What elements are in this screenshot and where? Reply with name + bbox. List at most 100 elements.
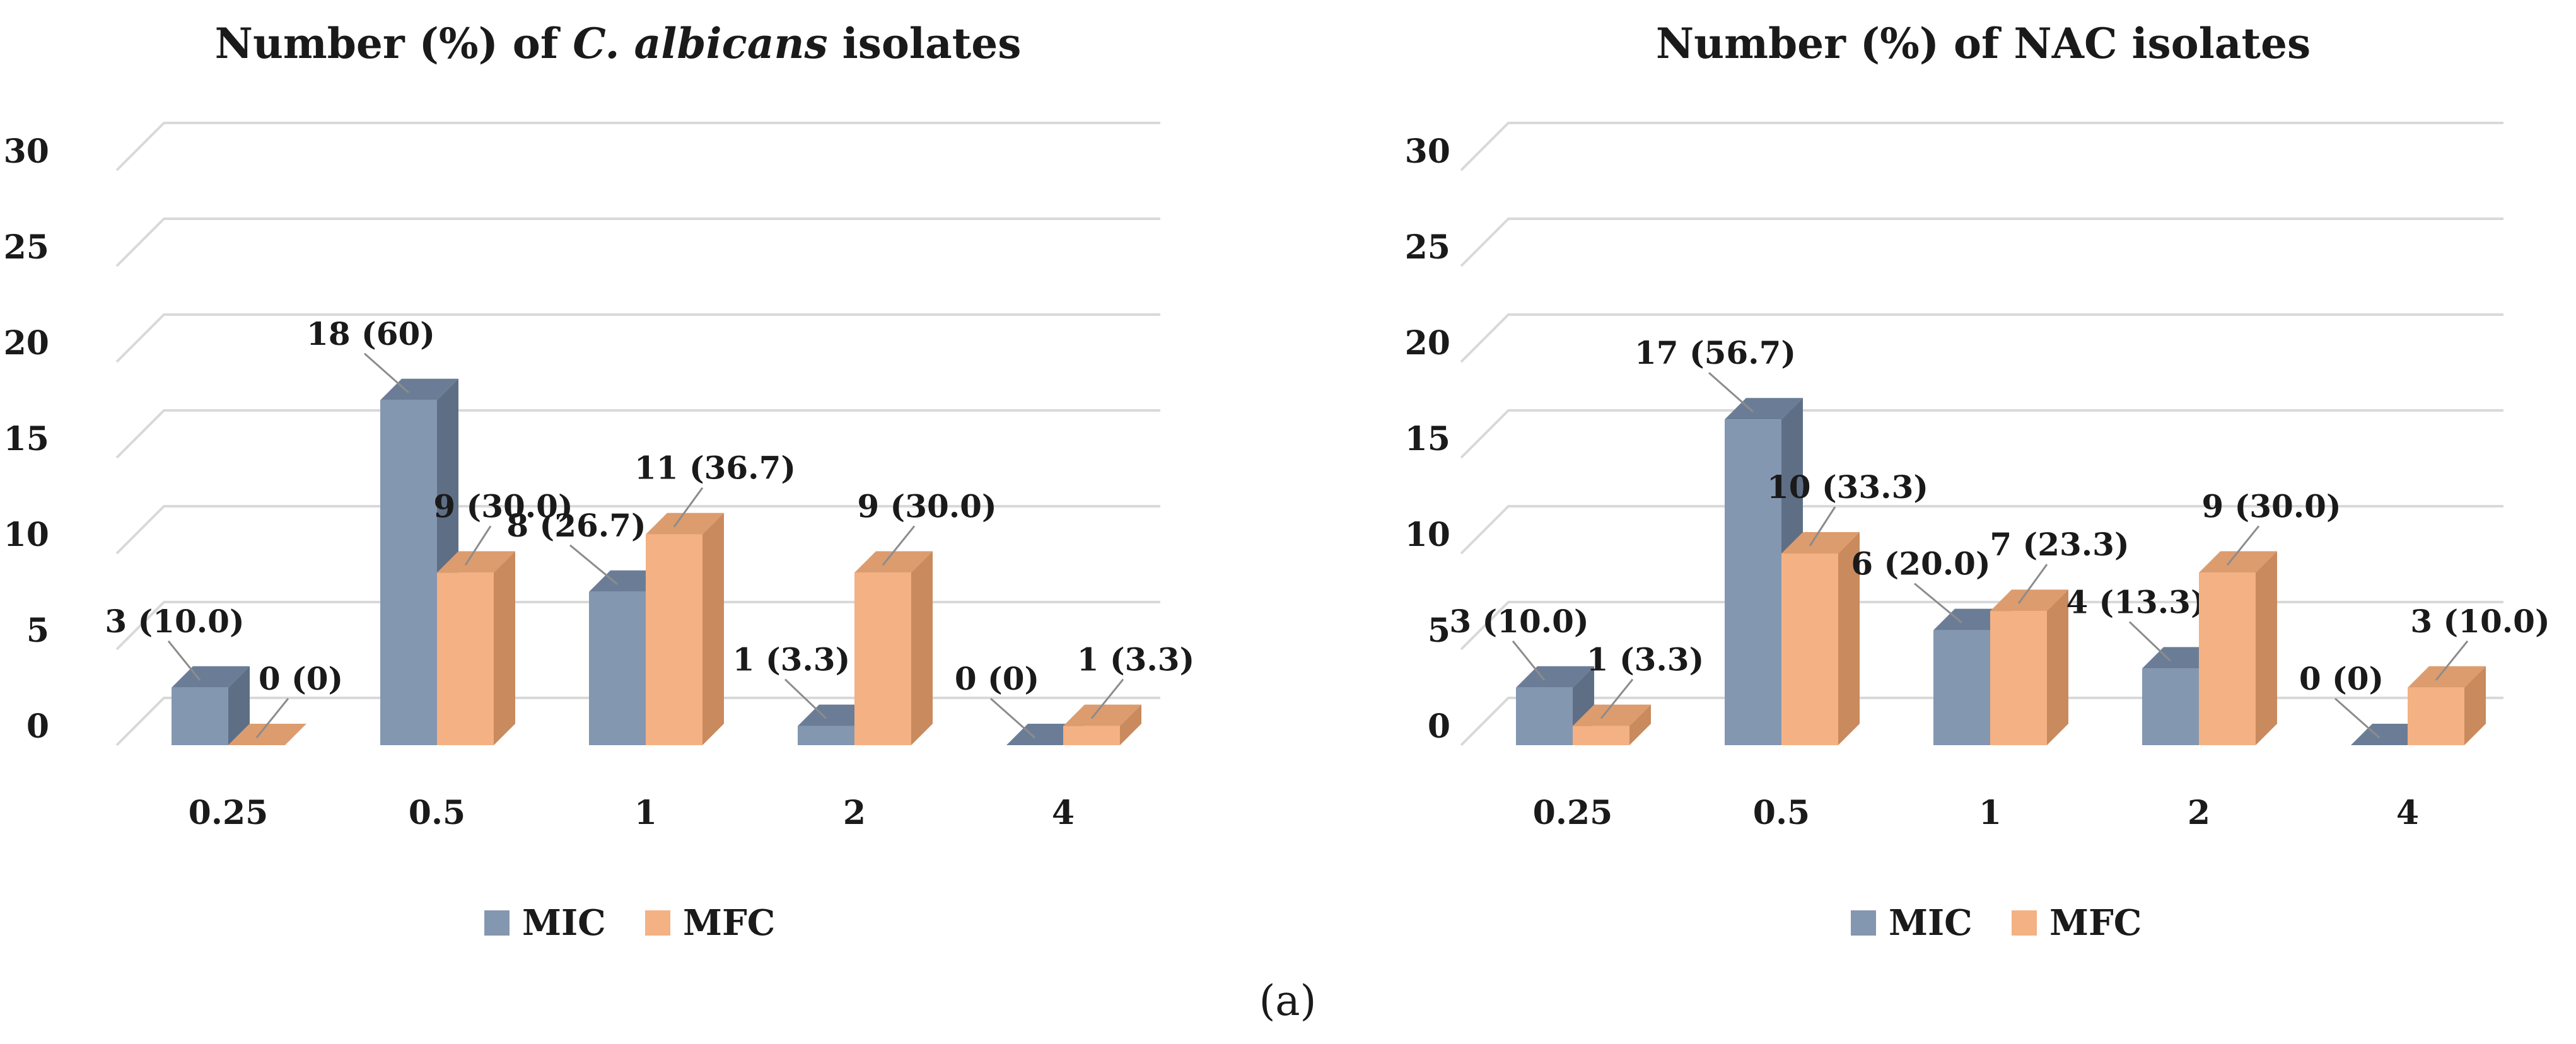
- data-label-leader: [2017, 564, 2048, 605]
- data-label-leader: [1090, 678, 1124, 719]
- data-label-leader: [569, 544, 618, 585]
- legend-label-mic: MIC: [522, 902, 606, 944]
- data-label: 11 (36.7): [634, 450, 796, 487]
- x-tick-label: 1: [634, 794, 657, 832]
- gridline: [115, 505, 1160, 555]
- data-label-leader: [2128, 621, 2172, 662]
- data-label: 0 (0): [259, 660, 343, 697]
- data-label-leader: [1512, 640, 1546, 681]
- gridline: [115, 697, 1160, 746]
- y-tick-label: 15: [4, 420, 49, 458]
- bar-mfc: [437, 551, 515, 745]
- bar-mfc: [2199, 551, 2277, 745]
- data-label: 1 (3.3): [1077, 641, 1195, 678]
- y-tick-label: 20: [4, 324, 49, 362]
- data-label-leader: [167, 640, 201, 681]
- bar-mfc: [1990, 589, 2068, 745]
- data-label: 9 (30.0): [2201, 487, 2341, 525]
- bar-mfc: [854, 551, 933, 745]
- y-tick-label: 10: [1405, 516, 1450, 554]
- gridline: [1460, 122, 2503, 171]
- gridline: [115, 601, 1160, 651]
- data-label-leader: [464, 525, 492, 566]
- data-label: 4 (13.3): [2066, 583, 2205, 620]
- gridline: [1460, 313, 2503, 363]
- data-label: 0 (0): [955, 660, 1039, 697]
- y-tick-label: 30: [4, 132, 49, 171]
- data-label-leader: [1708, 372, 1754, 413]
- data-label-leader: [673, 487, 704, 528]
- y-tick-label: 15: [1405, 420, 1450, 458]
- bar-mfc: [2408, 666, 2486, 745]
- y-tick-label: 0: [26, 707, 49, 746]
- data-label: 7 (23.3): [1990, 526, 2129, 563]
- data-label: 3 (10.0): [1449, 603, 1588, 640]
- legend-label-mic: MIC: [1889, 902, 1973, 944]
- x-tick-label: 1: [1979, 794, 2002, 832]
- data-label: 0 (0): [2299, 660, 2384, 697]
- x-tick-label: 4: [2396, 794, 2419, 832]
- data-label: 3 (10.0): [105, 603, 244, 640]
- y-tick-label: 5: [1428, 612, 1450, 650]
- data-label-leader: [882, 525, 916, 566]
- bar-mic: [1725, 398, 1803, 745]
- x-tick-label: 2: [843, 794, 866, 832]
- data-label: 8 (26.7): [506, 507, 646, 544]
- x-tick-label: 0.25: [189, 794, 269, 832]
- y-tick-label: 10: [4, 516, 49, 554]
- legend-swatch-mic: [1851, 910, 1876, 936]
- y-tick-label: 20: [1405, 324, 1450, 362]
- data-label-leader: [2334, 697, 2380, 739]
- x-tick-label: 0.5: [1753, 794, 1810, 832]
- gridline: [1460, 601, 2503, 651]
- data-label: 3 (10.0): [2410, 603, 2550, 640]
- x-tick-label: 0.25: [1533, 794, 1613, 832]
- data-label-leader: [255, 698, 289, 738]
- gridline: [115, 122, 1160, 171]
- data-label-leader: [2435, 640, 2469, 681]
- gridline: [1460, 409, 2503, 459]
- data-label: 10 (33.3): [1767, 468, 1928, 506]
- y-tick-label: 0: [1428, 707, 1450, 746]
- chart-title: Number (%) of NAC isolates: [1656, 19, 2311, 68]
- data-label: 9 (30.0): [433, 487, 573, 525]
- data-label: 18 (60): [306, 315, 435, 352]
- data-label: 1 (3.3): [733, 641, 851, 678]
- data-label-leader: [1914, 583, 1962, 624]
- data-label-leader: [1600, 678, 1634, 719]
- gridline: [115, 409, 1160, 459]
- legend-swatch-mfc: [2012, 910, 2037, 936]
- data-label-leader: [784, 678, 827, 719]
- data-label-leader: [2226, 525, 2260, 566]
- x-tick-label: 2: [2188, 794, 2210, 832]
- y-tick-label: 25: [4, 228, 49, 267]
- data-label: 6 (20.0): [1851, 545, 1990, 583]
- bar-mic: [172, 666, 250, 745]
- bar-mfc: [1063, 704, 1141, 745]
- gridline: [115, 218, 1160, 267]
- data-label-leader: [990, 697, 1035, 739]
- bar-mfc: [1573, 704, 1651, 745]
- gridline: [115, 313, 1160, 363]
- chart-c-albicans: Number (%) of C. albicans isolates 0 5 10 1…: [4, 19, 1195, 944]
- y-tick-label: 25: [1405, 228, 1450, 267]
- chart-nac: Number (%) of NAC isolates 0 5 10 15 20 25 30 3…: [1405, 19, 2550, 944]
- figure-caption: (a): [1259, 977, 1317, 1025]
- data-label: 1 (3.3): [1587, 641, 1705, 678]
- bar-mfc: [228, 724, 306, 745]
- chart-title: Number (%) of C. albicans isolates: [215, 19, 1022, 68]
- data-label: 9 (30.0): [857, 487, 996, 525]
- bar-mfc: [646, 513, 724, 745]
- bar-mfc: [1781, 532, 1860, 745]
- y-tick-label: 30: [1405, 132, 1450, 171]
- gridline: [1460, 505, 2503, 555]
- legend-label-mfc: MFC: [2049, 902, 2142, 944]
- legend-swatch-mic: [484, 910, 510, 936]
- x-tick-label: 4: [1052, 794, 1075, 832]
- data-label-leader: [364, 352, 409, 393]
- data-label-leader: [1809, 506, 1836, 547]
- gridline: [1460, 218, 2503, 267]
- data-label: 17 (56.7): [1635, 334, 1796, 371]
- x-tick-label: 0.5: [409, 794, 465, 832]
